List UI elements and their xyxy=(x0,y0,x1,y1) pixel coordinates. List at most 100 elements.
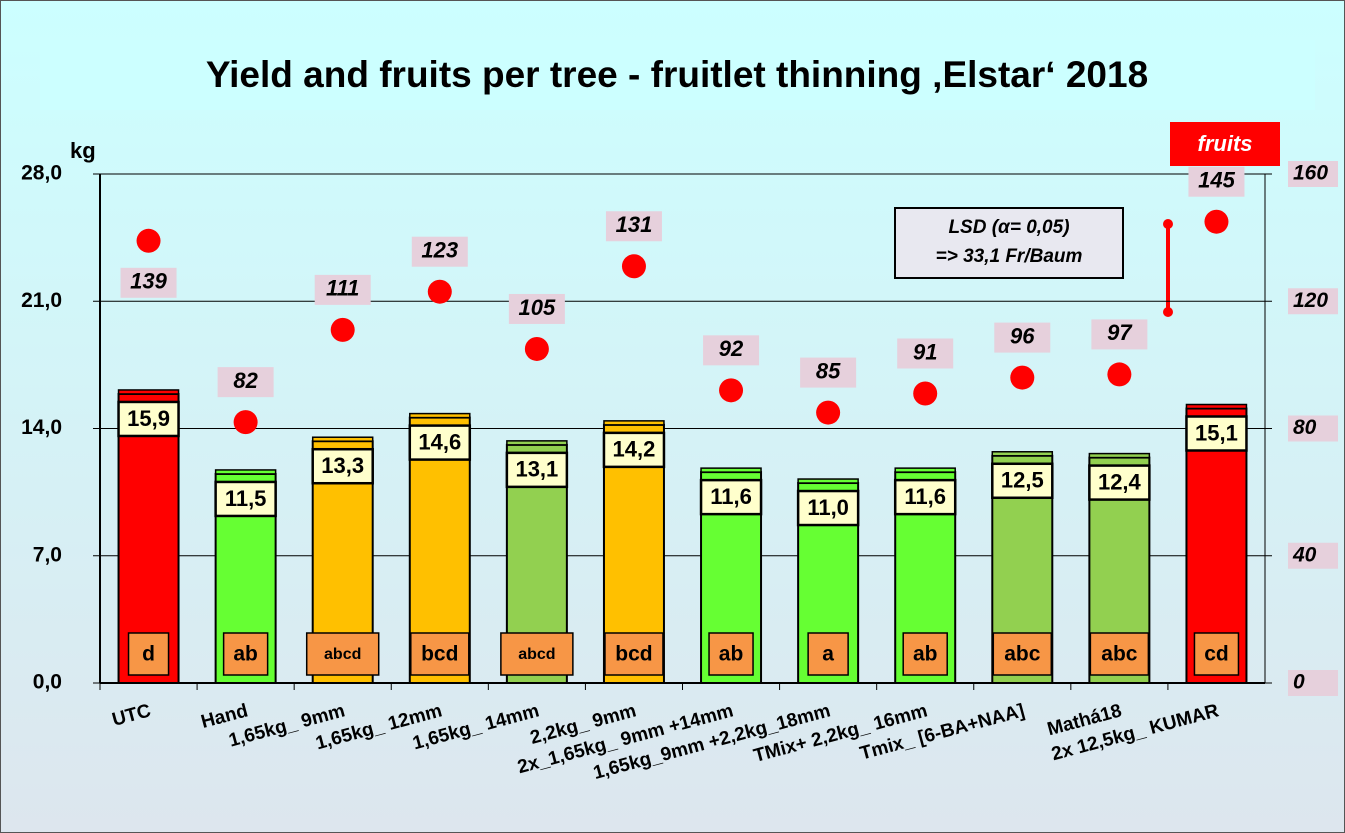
y2-tick-bg xyxy=(1288,542,1338,569)
value-label: 15,1 xyxy=(1195,420,1238,445)
fruit-label: 85 xyxy=(816,358,841,383)
significance-label: bcd xyxy=(421,643,458,666)
fruit-label-bg xyxy=(411,236,468,267)
fruit-label-bg xyxy=(1188,166,1245,197)
fruit-label-bg xyxy=(703,335,760,366)
significance-box xyxy=(708,632,754,676)
significance-label: ab xyxy=(913,643,938,666)
value-label: 15,9 xyxy=(127,406,170,431)
fruit-label: 105 xyxy=(519,295,556,320)
value-label-box xyxy=(893,478,957,516)
fruit-label-bg xyxy=(314,274,371,305)
value-label-box xyxy=(1088,464,1151,501)
fruit-label: 91 xyxy=(913,339,937,364)
fruit-label: 92 xyxy=(719,336,744,361)
significance-box xyxy=(1193,632,1240,676)
fruit-label-bg xyxy=(120,267,177,298)
bar-top xyxy=(1185,403,1248,410)
fruit-label: 97 xyxy=(1107,320,1133,345)
bar-top xyxy=(603,420,665,426)
value-label: 12,5 xyxy=(1001,468,1044,493)
value-label: 13,3 xyxy=(321,453,364,478)
y2-tick-label: 160 xyxy=(1293,162,1328,185)
title-box xyxy=(40,40,1315,110)
fruit-dot xyxy=(330,317,355,342)
significance-box xyxy=(305,632,380,676)
value-label-box xyxy=(505,451,569,489)
significance-label: ab xyxy=(233,643,258,666)
y2-tick-label: 0 xyxy=(1293,671,1305,694)
fruit-label-bg xyxy=(508,293,565,324)
fruit-label-bg xyxy=(1091,319,1148,350)
y-axis-label: kg xyxy=(70,138,96,163)
bar-top xyxy=(991,451,1054,457)
fruit-label-bg xyxy=(897,338,954,369)
significance-label: bcd xyxy=(615,643,652,666)
y-tick-label: 28,0 xyxy=(21,162,62,185)
value-label: 11,6 xyxy=(904,484,946,509)
fruit-label: 96 xyxy=(1010,323,1035,348)
y2-tick-label: 120 xyxy=(1293,289,1328,312)
fruit-label: 82 xyxy=(233,368,258,393)
value-label: 14,6 xyxy=(418,429,461,454)
value-label-box xyxy=(117,400,180,438)
bar-top xyxy=(1088,452,1151,459)
significance-box xyxy=(604,632,664,676)
fruit-dot xyxy=(524,336,549,361)
value-label-box xyxy=(699,478,763,516)
value-label-box xyxy=(796,489,860,527)
bar-top xyxy=(409,412,471,419)
value-label-box xyxy=(214,480,277,518)
y-tick-label: 7,0 xyxy=(33,543,62,566)
fruit-dot xyxy=(233,410,258,435)
significance-box xyxy=(1089,632,1150,676)
significance-label: d xyxy=(142,643,155,666)
y-tick-label: 21,0 xyxy=(21,289,62,312)
y-tick-label: 14,0 xyxy=(21,416,62,439)
value-label: 11,5 xyxy=(225,486,267,511)
fruit-dot xyxy=(136,228,161,253)
value-label: 14,2 xyxy=(613,437,656,462)
y2-tick-bg xyxy=(1288,670,1338,696)
fruit-label: 111 xyxy=(326,276,359,301)
lsd-cap xyxy=(1163,219,1173,229)
significance-box xyxy=(410,632,470,676)
significance-box xyxy=(992,632,1053,676)
value-label: 11,0 xyxy=(807,495,849,520)
fruit-dot xyxy=(621,254,646,279)
bar-top xyxy=(700,467,762,473)
value-label-box xyxy=(408,424,472,461)
fruit-label-bg xyxy=(217,367,274,398)
y2-tick-bg xyxy=(1288,288,1338,315)
legend-box xyxy=(1170,122,1280,166)
significance-box xyxy=(807,632,849,676)
significance-box xyxy=(127,632,170,676)
significance-label: abcd xyxy=(518,646,555,663)
bar-top xyxy=(894,467,956,473)
value-label: 13,1 xyxy=(515,457,558,482)
lsd-cap xyxy=(1163,307,1173,317)
significance-box xyxy=(222,632,269,676)
bar-top xyxy=(311,436,374,442)
bar-top xyxy=(506,440,568,446)
significance-box xyxy=(902,632,948,676)
annotation: => 33,1 Fr/Baum xyxy=(936,246,1083,267)
bar-top xyxy=(117,389,180,395)
fruit-dot xyxy=(1010,365,1035,390)
significance-box xyxy=(500,632,574,676)
annotation: LSD (α= 0,05) xyxy=(948,217,1069,238)
significance-label: cd xyxy=(1204,643,1229,666)
significance-label: abc xyxy=(1101,643,1138,666)
fruit-label-bg xyxy=(605,211,662,242)
fruit-label: 123 xyxy=(421,238,458,263)
fruit-dot xyxy=(913,381,938,406)
fruit-dot xyxy=(1107,362,1132,387)
value-label: 11,6 xyxy=(710,484,752,509)
chart-title: Yield and fruits per tree - fruitlet thi… xyxy=(206,54,1148,95)
y-tick-label: 0,0 xyxy=(33,671,62,694)
fruit-label: 131 xyxy=(616,212,653,237)
fruit-label-bg xyxy=(994,322,1051,353)
significance-label: abc xyxy=(1004,643,1041,666)
